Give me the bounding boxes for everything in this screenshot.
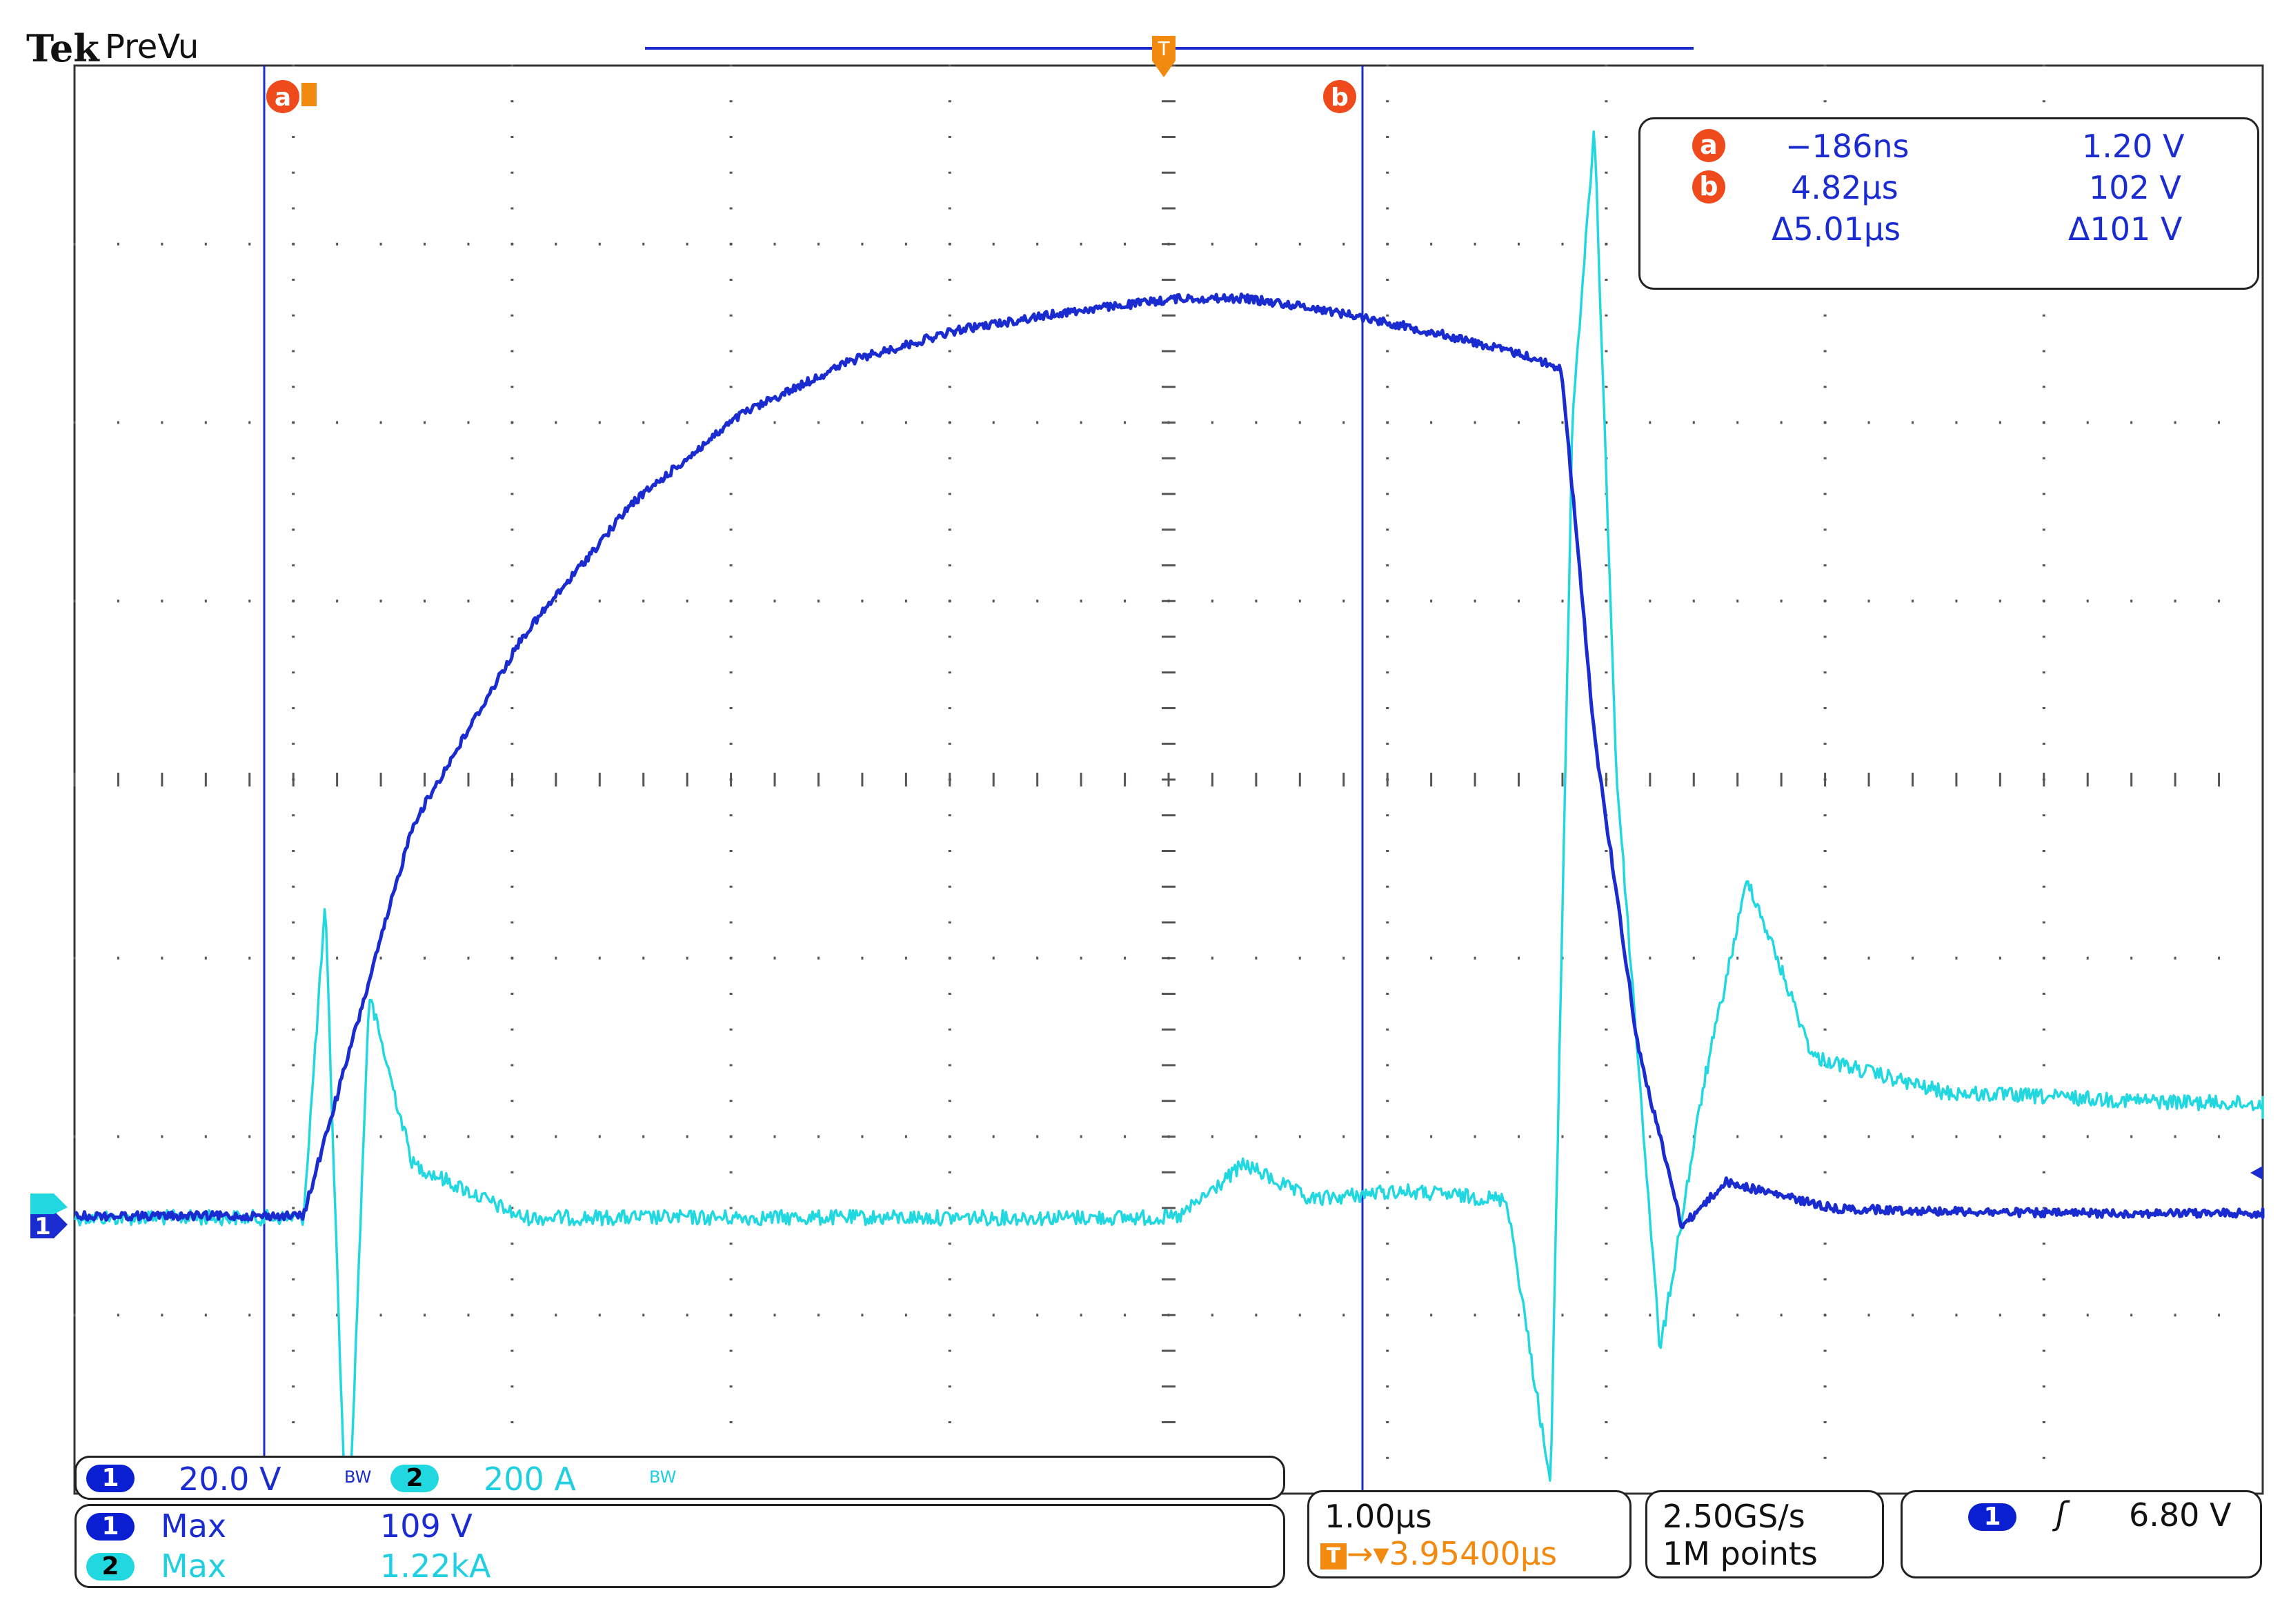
meas1-value: 109 V	[380, 1507, 473, 1545]
ch1-scale[interactable]: 20.0 V	[179, 1460, 281, 1498]
trigger-position-value: 3.95400µs	[1389, 1535, 1558, 1572]
right-offset-marker	[2250, 1166, 2263, 1180]
cursor-a-voltage: 1.20 V	[2082, 128, 2185, 165]
cursor-readout-panel: a −186ns 1.20 V b 4.82µs 102 V Δ5.01µs Δ…	[1638, 117, 2259, 290]
cursor-b-label: b	[1323, 80, 1356, 113]
meas2-value: 1.22kA	[380, 1547, 491, 1585]
meas1-type: Max	[161, 1507, 227, 1545]
rising-edge-icon[interactable]: ʃ	[2056, 1495, 2067, 1532]
measurements-panel: 1 Max 109 V 2 Max 1.22kA	[75, 1504, 1285, 1588]
trigger-source-badge[interactable]: 1	[1968, 1503, 2016, 1531]
acquisition-panel[interactable]: 2.50GS/s 1M points	[1645, 1490, 1884, 1578]
meas2-type: Max	[161, 1547, 227, 1585]
cursor-b-voltage: 102 V	[2089, 169, 2181, 206]
ch2-waveform	[74, 130, 2264, 1495]
horizontal-scale[interactable]: 1.00µs	[1325, 1498, 1432, 1535]
ch1-waveform	[74, 293, 2265, 1229]
ch2-bw-limit-icon: BW	[649, 1467, 677, 1487]
sample-rate: 2.50GS/s	[1663, 1498, 1805, 1535]
mode-label: PreVu	[105, 28, 199, 66]
arrow-right-icon: →▾	[1347, 1535, 1389, 1572]
cursor-b-badge: b	[1692, 170, 1725, 204]
cursor-delta-time: Δ5.01µs	[1772, 210, 1901, 248]
svg-text:1: 1	[34, 1213, 51, 1240]
svg-text:b: b	[1331, 83, 1349, 112]
grid-dots	[73, 64, 2221, 1495]
meas2-channel-badge: 2	[86, 1553, 135, 1581]
timebase-panel[interactable]: 1.00µs T →▾3.95400µs	[1307, 1490, 1632, 1578]
ch1-bw-limit-icon: BW	[344, 1467, 372, 1487]
trigger-level[interactable]: 6.80 V	[2129, 1496, 2232, 1534]
cursor-a-label: a	[266, 80, 317, 113]
cursor-a-time: −186ns	[1785, 128, 1910, 165]
channel-scale-panel[interactable]: 1 20.0 V BW 2 200 A BW	[75, 1456, 1285, 1500]
ch2-ground-marker	[30, 1194, 68, 1214]
trigger-position-icon: T	[1320, 1543, 1347, 1569]
cursor-delta-voltage: Δ101 V	[2068, 210, 2183, 248]
ch2-badge[interactable]: 2	[390, 1465, 439, 1492]
trigger-position-readout[interactable]: T →▾3.95400µs	[1320, 1535, 1557, 1572]
ch1-badge[interactable]: 1	[86, 1465, 135, 1492]
trigger-panel[interactable]: 1 ʃ 6.80 V	[1901, 1490, 2262, 1578]
trigger-position-marker: T	[1152, 36, 1176, 77]
svg-text:a: a	[275, 83, 291, 112]
svg-text:T: T	[1157, 37, 1170, 60]
ch1-ground-marker: 1	[30, 1211, 68, 1240]
record-length: 1M points	[1663, 1535, 1818, 1572]
brand-logo: Tek	[26, 26, 99, 70]
meas1-channel-badge: 1	[86, 1513, 135, 1541]
ch2-scale[interactable]: 200 A	[484, 1460, 576, 1498]
cursor-a-badge: a	[1692, 129, 1725, 162]
cursor-b-time: 4.82µs	[1791, 169, 1898, 206]
